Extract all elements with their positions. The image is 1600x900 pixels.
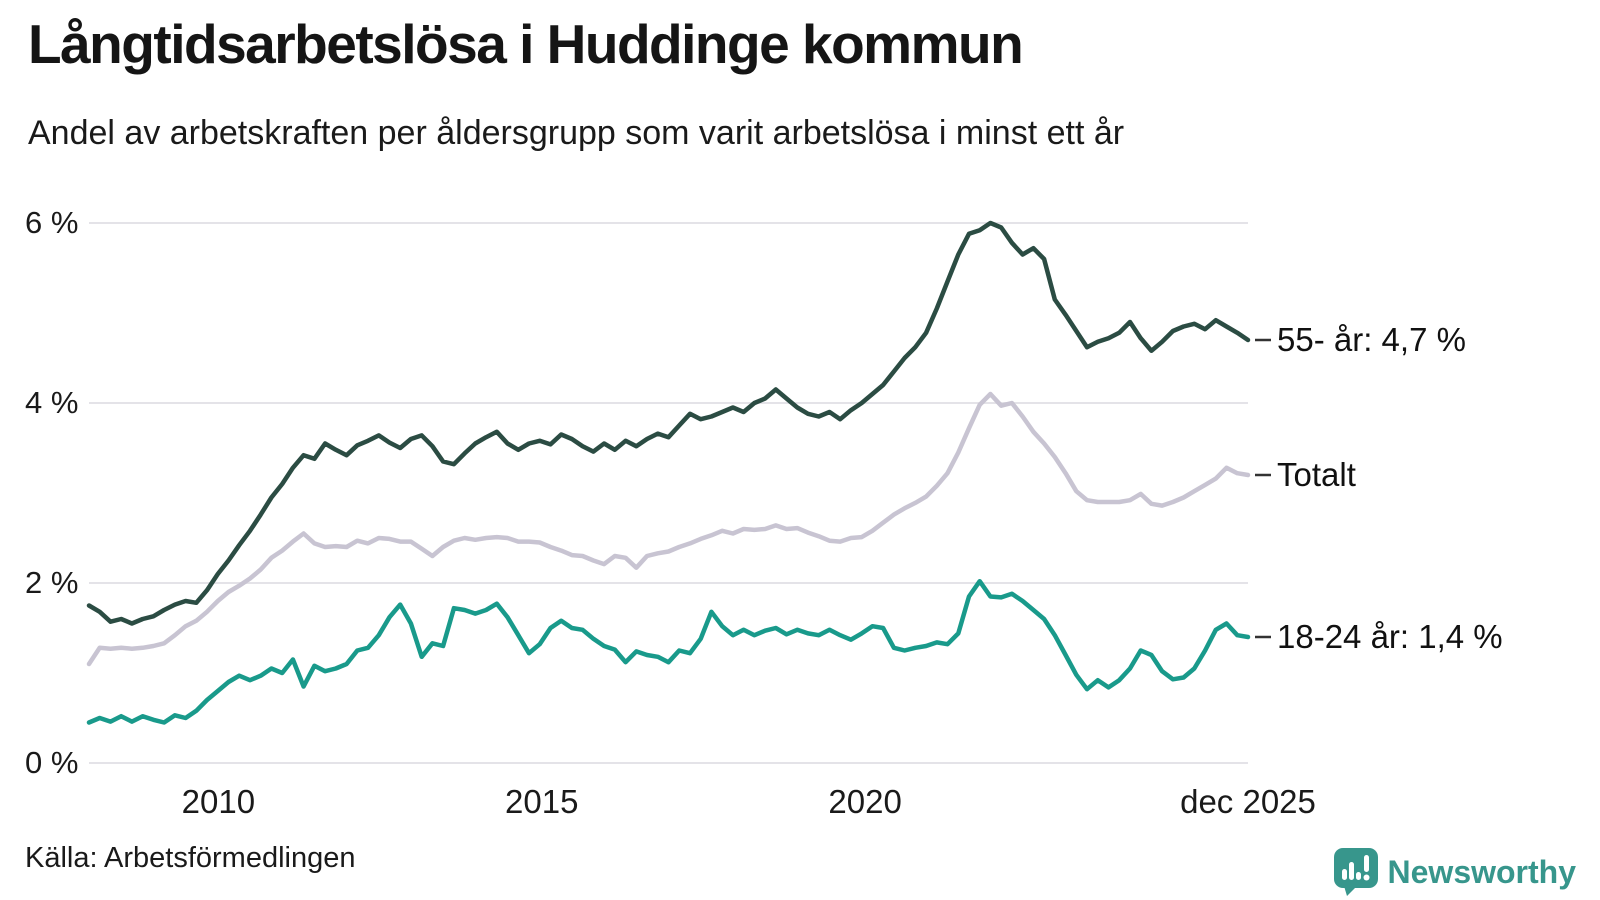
y-tick-label: 2 % [25, 565, 79, 600]
series-line-Totalt [86, 391, 1251, 667]
y-tick-label: 0 % [25, 745, 79, 780]
series-annotation-55- år: 55- år: 4,7 % [1277, 321, 1466, 358]
series-annotation-Totalt: Totalt [1277, 456, 1356, 493]
branding-name: Newsworthy [1387, 853, 1576, 890]
y-tick-label: 4 % [25, 385, 79, 420]
newsworthy-speech-bubble-chart-icon [1333, 848, 1378, 896]
page-subtitle: Andel av arbetskraften per åldersgrupp s… [28, 114, 1125, 152]
series-line-18-24 år [86, 578, 1251, 725]
source-label: Källa: Arbetsförmedlingen [25, 842, 356, 874]
x-tick-label: 2015 [505, 783, 579, 820]
y-tick-label: 6 % [25, 205, 79, 240]
x-tick-label: dec 2025 [1180, 783, 1316, 820]
branding: Newsworthy [1333, 848, 1576, 896]
x-tick-label: 2010 [181, 783, 256, 820]
x-tick-label: 2020 [828, 783, 902, 820]
page-title: Långtidsarbetslösa i Huddinge kommun [28, 13, 1024, 75]
series-line-55- år [86, 220, 1251, 626]
series-annotation-18-24 år: 18-24 år: 1,4 % [1277, 618, 1503, 655]
